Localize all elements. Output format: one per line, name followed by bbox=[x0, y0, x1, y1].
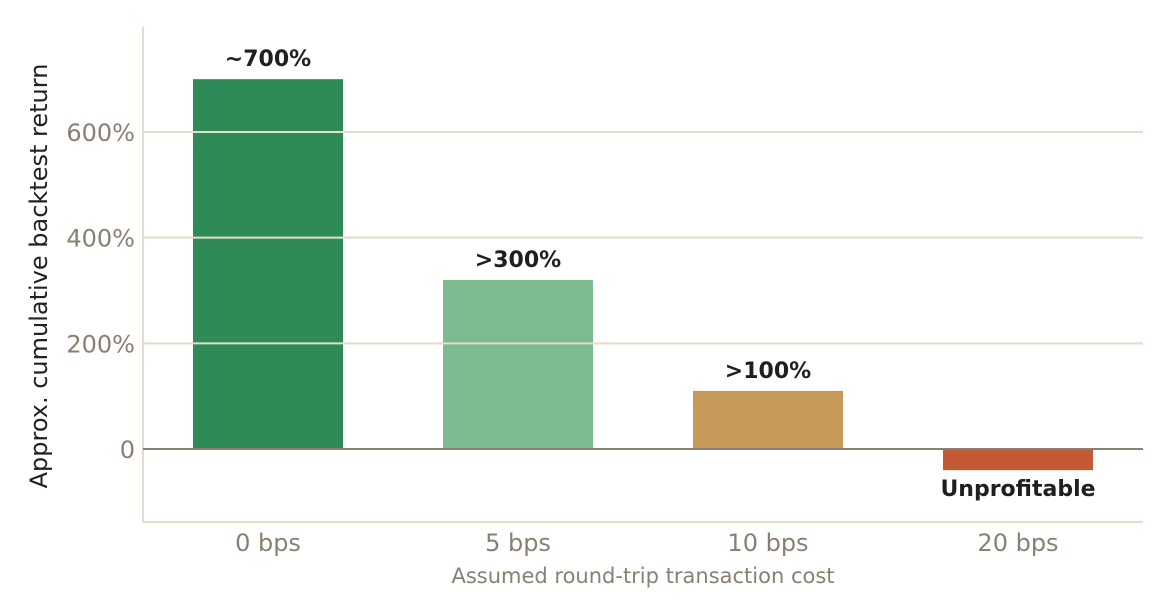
x-tick-label-3: 20 bps bbox=[977, 529, 1058, 557]
x-tick-label-1: 5 bps bbox=[485, 529, 551, 557]
bars bbox=[143, 79, 1143, 471]
x-tick-labels: 0 bps 5 bps 10 bps 20 bps bbox=[235, 529, 1059, 557]
y-axis-title: Approx. cumulative backtest return bbox=[25, 64, 53, 489]
y-tick-label-3: 600% bbox=[66, 119, 135, 147]
grid-overlay bbox=[143, 131, 1143, 345]
bar-2 bbox=[693, 390, 843, 449]
y-tick-label-2: 400% bbox=[66, 225, 135, 253]
bar-1 bbox=[443, 279, 593, 449]
data-label-0: ~700% bbox=[225, 47, 311, 72]
data-label-3: Unprofitable bbox=[940, 477, 1095, 502]
data-labels: ~700% >300% >100% Unprofitable bbox=[225, 47, 1096, 502]
axes bbox=[142, 27, 1143, 523]
x-tick-label-2: 10 bps bbox=[727, 529, 808, 557]
bar-3 bbox=[943, 449, 1093, 471]
x-tick-label-0: 0 bps bbox=[235, 529, 301, 557]
y-tick-label-0: 0 bbox=[120, 436, 135, 464]
y-tick-label-1: 200% bbox=[66, 330, 135, 358]
y-tick-labels: 0 200% 400% 600% bbox=[66, 119, 135, 464]
bar-0 bbox=[193, 79, 343, 450]
data-label-2: >100% bbox=[725, 359, 811, 384]
data-label-1: >300% bbox=[475, 248, 561, 273]
x-axis-title: Assumed round-trip transaction cost bbox=[451, 564, 834, 588]
